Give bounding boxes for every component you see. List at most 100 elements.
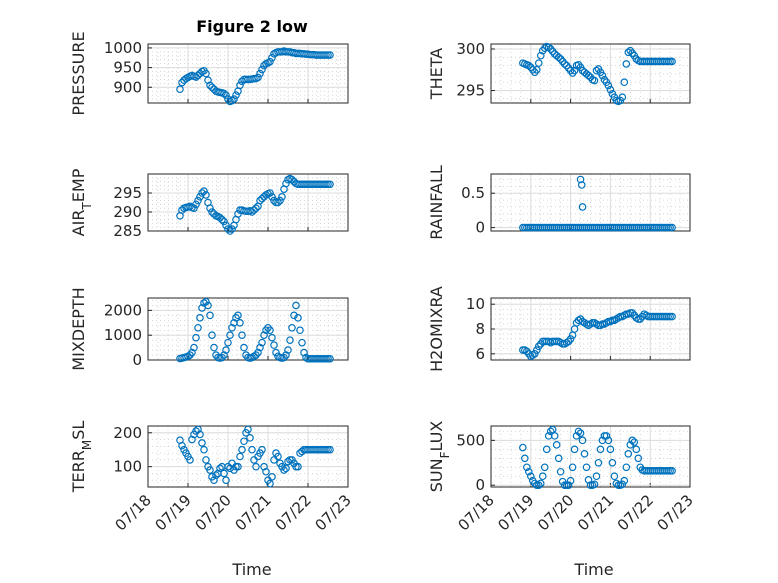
data-point: [286, 336, 294, 344]
data-point: [266, 326, 274, 335]
data-point: [208, 83, 216, 92]
data-point: [268, 473, 276, 481]
data-point: [220, 217, 228, 226]
data-point: [258, 65, 266, 74]
data-point: [228, 225, 236, 233]
data-point: [560, 60, 569, 68]
y-tick-label: 200: [113, 424, 142, 442]
data-point: [240, 343, 248, 352]
data-point: [226, 331, 234, 340]
data-point: [550, 432, 559, 440]
y-axis-label: TERRMSL: [69, 421, 94, 494]
data-point: [530, 349, 539, 358]
data-point: [592, 66, 601, 75]
y-axis-label: H2OMIXRA: [427, 286, 446, 372]
data-point: [252, 462, 260, 471]
data-point: [294, 314, 302, 322]
data-point: [519, 443, 527, 452]
data-point: [212, 471, 220, 479]
data-point: [554, 53, 563, 62]
y-tick-label: 100: [113, 458, 142, 476]
data-point: [624, 48, 633, 57]
y-tick-label: 300: [456, 40, 485, 58]
data-point: [220, 351, 228, 359]
y-tick-label: 950: [113, 59, 142, 77]
data-point: [525, 61, 533, 70]
data-point: [632, 445, 641, 454]
data-point: [178, 78, 186, 87]
data-point: [232, 91, 240, 99]
data-point: [326, 51, 334, 59]
data-point: [568, 463, 577, 472]
y-tick-label: 6: [475, 345, 485, 363]
data-point: [288, 323, 296, 332]
data-point: [594, 458, 603, 467]
data-point: [630, 438, 639, 446]
data-point: [256, 343, 264, 352]
data-point: [206, 311, 214, 320]
data-point: [268, 53, 276, 62]
data-point: [628, 436, 637, 445]
y-axis-label: SUNFLUX: [427, 421, 452, 493]
data-point: [244, 425, 252, 434]
y-tick-label: 0.5: [461, 184, 485, 202]
y-tick-label: 500: [456, 431, 485, 449]
data-point: [268, 333, 276, 342]
data-point: [525, 467, 533, 476]
data-point: [198, 189, 206, 197]
data-point: [202, 191, 210, 199]
data-point: [192, 200, 200, 209]
data-point: [266, 57, 274, 66]
x-tick-label: 07/21: [574, 491, 617, 534]
data-point: [222, 346, 230, 354]
data-point: [668, 57, 676, 66]
data-point: [534, 481, 543, 490]
data-point: [228, 323, 236, 332]
data-point: [546, 427, 555, 436]
data-point: [278, 193, 286, 201]
data-point: [246, 434, 254, 442]
data-point: [238, 331, 246, 340]
data-point: [260, 331, 268, 340]
data-point: [532, 346, 541, 354]
data-point: [570, 445, 579, 454]
data-point: [258, 194, 266, 203]
data-point: [222, 221, 230, 230]
y-tick-label: 1000: [104, 326, 142, 344]
data-point: [604, 81, 613, 90]
data-point: [590, 76, 599, 85]
data-point: [570, 66, 579, 75]
data-point: [620, 78, 629, 87]
data-point: [574, 427, 583, 436]
axes-frame: [147, 173, 349, 232]
data-point: [668, 312, 676, 321]
data-point: [536, 51, 545, 60]
x-axis-label-right: Time: [573, 560, 613, 579]
data-point: [228, 96, 236, 105]
subplot-rainfall: 0 0.5 RAINFALL: [427, 165, 691, 240]
data-point: [668, 467, 676, 475]
data-point: [292, 301, 300, 310]
y-tick-label: 900: [113, 78, 142, 96]
data-point: [622, 60, 631, 68]
data-point: [188, 348, 196, 357]
data-point: [234, 210, 242, 218]
data-point: [274, 452, 282, 461]
data-point: [284, 346, 292, 354]
x-tick-label: 07/20: [192, 491, 235, 534]
x-tick-label: 07/22: [272, 491, 315, 534]
data-point: [206, 81, 214, 90]
data-point: [248, 208, 256, 216]
y-axis-label: THETA: [427, 48, 446, 100]
data-point: [240, 437, 248, 446]
data-point: [254, 348, 262, 357]
data-point: [220, 89, 228, 98]
data-point: [296, 326, 304, 335]
data-point: [266, 479, 274, 488]
y-tick-label: 295: [113, 184, 142, 202]
data-point: [188, 435, 196, 444]
data-point: [222, 91, 230, 99]
data-point: [578, 203, 587, 211]
